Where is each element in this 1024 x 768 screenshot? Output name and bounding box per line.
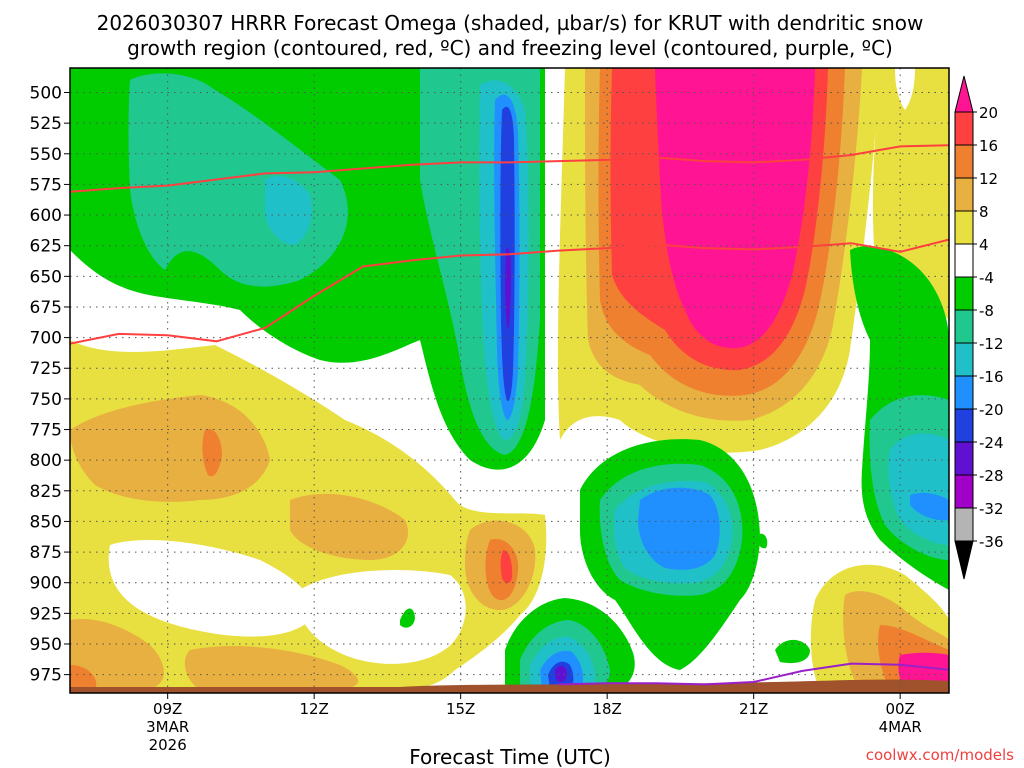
- y-tick-label-975: 975: [30, 666, 62, 686]
- chart-title-line2: growth region (contoured, red, ºC) and f…: [127, 36, 893, 60]
- credit-text: coolwx.com/models: [866, 746, 1014, 764]
- colorbar-bottom-arrow: [954, 540, 974, 580]
- y-tick-label-850: 850: [30, 512, 62, 532]
- omega-rise-small-cell-14z: [400, 608, 415, 628]
- omega-neutral-corridor: [545, 68, 565, 480]
- chart-title-line1: 2026030307 HRRR Forecast Omega (shaded, …: [97, 11, 924, 35]
- x-tick-date-09Z: 3MAR: [146, 718, 189, 736]
- colorbar-segment-2: [954, 144, 974, 179]
- colorbar-label-7: -12: [979, 335, 1004, 353]
- omega-rise-strong-upper-left: [265, 175, 312, 245]
- freezing-level-contour: [558, 662, 949, 686]
- colorbar-segment-7: [954, 309, 974, 344]
- omega-sink-neutral-hole1: [108, 540, 313, 637]
- omega-sink-moderate-mid: [290, 493, 409, 560]
- x-tick-date-00Z: 4MAR: [879, 718, 922, 736]
- y-tick-label-775: 775: [30, 421, 62, 441]
- y-axis-ticks: 500 525 550 575 600 625 650 675 700 725 750 775 800 8…: [30, 84, 70, 686]
- omega-sink-bubble-16z-max: [500, 550, 513, 584]
- colorbar-label-9: -20: [979, 401, 1004, 419]
- y-tick-label-525: 525: [30, 114, 62, 134]
- omega-sink-strong-left-core: [202, 429, 222, 477]
- y-tick-label-800: 800: [30, 451, 62, 471]
- y-tick-label-925: 925: [30, 604, 62, 624]
- dgz-lower-contour: [70, 238, 949, 345]
- y-tick-label-550: 550: [30, 145, 62, 165]
- colorbar-segment-6: [954, 276, 974, 311]
- colorbar-segment-1: [954, 111, 974, 146]
- y-tick-label-950: 950: [30, 635, 62, 655]
- plot-frame: [69, 67, 950, 694]
- colorbar-top-arrow: [954, 75, 974, 113]
- colorbar-label-10: -24: [979, 434, 1004, 452]
- x-axis-label: Forecast Time (UTC): [409, 745, 611, 768]
- colorbar-segment-3: [954, 177, 974, 212]
- colorbar-label-11: -28: [979, 467, 1004, 485]
- colorbar-segment-9: [954, 375, 974, 410]
- colorbar-label-12: -32: [979, 500, 1004, 518]
- plot-area: [70, 68, 949, 693]
- omega-rise-small-cell-2130z: [757, 533, 768, 549]
- y-tick-label-625: 625: [30, 237, 62, 257]
- colorbar-segment-11: [954, 441, 974, 476]
- y-tick-label-575: 575: [30, 175, 62, 195]
- colorbar-segment-10: [954, 408, 974, 443]
- omega-shading: [70, 68, 949, 693]
- y-tick-label-725: 725: [30, 359, 62, 379]
- y-tick-label-875: 875: [30, 543, 62, 563]
- omega-sink-neutral-hole2: [298, 570, 466, 664]
- omega-neutral-right-strip: [895, 68, 915, 110]
- x-tick-label-00Z: 00Z: [885, 700, 914, 718]
- y-tick-label-700: 700: [30, 329, 62, 349]
- colorbar-segment-5: [954, 243, 974, 278]
- dgz-upper-contour: [70, 144, 949, 193]
- colorbar-label-1: 16: [979, 137, 998, 155]
- x-tick-label-09Z: 09Z: [153, 700, 182, 718]
- y-tick-label-500: 500: [30, 84, 62, 104]
- colorbar-label-4: 4: [979, 236, 989, 254]
- colorbar-segment-13: [954, 507, 974, 542]
- y-tick-label-825: 825: [30, 482, 62, 502]
- omega-rise-extreme-surface-cell: [555, 665, 567, 683]
- y-tick-label-650: 650: [30, 267, 62, 287]
- colorbar-label-2: 12: [979, 170, 998, 188]
- omega-rise-extreme-column: [505, 248, 511, 330]
- omega-sink-moderate-low2: [184, 645, 359, 690]
- y-tick-label-750: 750: [30, 390, 62, 410]
- x-tick-year-09Z: 2026: [149, 736, 187, 754]
- colorbar-segment-12: [954, 474, 974, 509]
- x-tick-label-18Z: 18Z: [592, 700, 621, 718]
- colorbar: 20 16 12 8 4 -4 -8 -12 -16 -20 -24 -28 -32 -36: [954, 75, 1004, 580]
- colorbar-label-5: -4: [979, 269, 994, 287]
- omega-sink-strong-bottom: [70, 665, 97, 690]
- colorbar-segment-8: [954, 342, 974, 377]
- colorbar-label-13: -36: [979, 533, 1004, 551]
- colorbar-label-3: 8: [979, 203, 989, 221]
- colorbar-segment-4: [954, 210, 974, 245]
- colorbar-label-0: 20: [979, 104, 998, 122]
- omega-rise-vstrong-right: [910, 492, 949, 521]
- omega-sink-max-dome: [655, 68, 815, 349]
- colorbar-label-8: -16: [979, 368, 1004, 386]
- x-tick-label-12Z: 12Z: [299, 700, 328, 718]
- omega-sink-moderate-low: [70, 619, 164, 690]
- y-tick-label-600: 600: [30, 206, 62, 226]
- omega-rise-vstrong-lower-cell: [638, 487, 720, 570]
- omega-sink-moderate-upper: [70, 395, 270, 502]
- x-tick-label-21Z: 21Z: [739, 700, 768, 718]
- y-tick-label-675: 675: [30, 298, 62, 318]
- y-tick-label-900: 900: [30, 574, 62, 594]
- x-tick-label-15Z: 15Z: [446, 700, 475, 718]
- colorbar-label-6: -8: [979, 302, 994, 320]
- omega-rise-small-cell-22z: [775, 639, 810, 664]
